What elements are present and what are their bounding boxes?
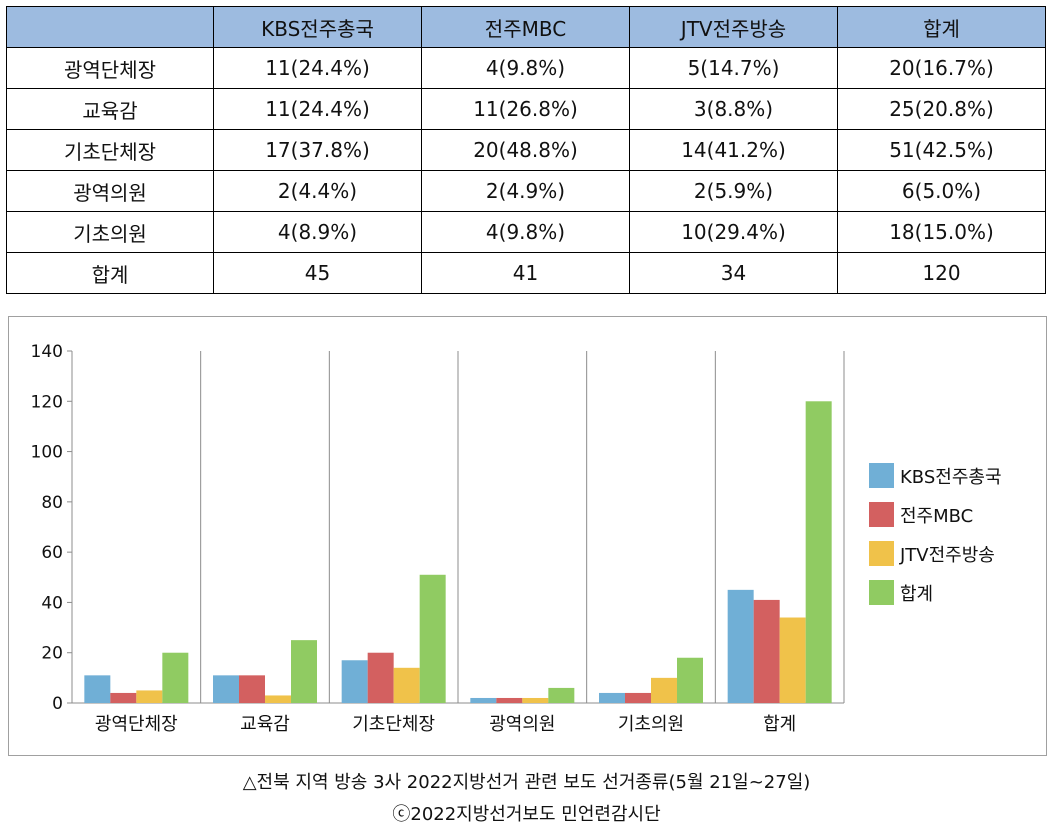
caption-line-1: △전북 지역 방송 3사 2022지방선거 관련 보도 선거종류(5월 21일~… — [242, 772, 811, 793]
table-row: 기초단체장 17(37.8%) 20(48.8%) 14(41.2%) 51(4… — [6, 129, 1046, 171]
bar — [522, 697, 549, 703]
bar — [496, 697, 523, 703]
legend-label: 전주MBC — [900, 506, 973, 527]
bar — [162, 652, 189, 703]
row-label: 기초단체장 — [6, 129, 214, 171]
bar — [84, 675, 111, 703]
caption-line-2: ⓒ2022지방선거보도 민언련감시단 — [392, 804, 661, 825]
legend-swatch — [869, 580, 894, 605]
table-cell: 2(5.9%) — [629, 170, 838, 212]
legend-swatch — [869, 541, 894, 566]
y-tick-label: 80 — [41, 493, 63, 513]
bar — [651, 677, 677, 703]
bar — [470, 697, 497, 703]
table-cell: 4(8.9%) — [213, 211, 422, 253]
y-tick-label: 100 — [31, 443, 63, 463]
chart-container: 0 20 40 60 80 100 120 140 광역단체장 교육감 기초단체장 광역의원 기초의원 합… — [8, 316, 1047, 756]
bar — [548, 687, 575, 703]
x-tick-label: 기초의원 — [618, 714, 684, 735]
row-label: 교육감 — [6, 88, 214, 130]
header-cell-empty — [6, 6, 214, 48]
table-header-row: KBS전주총국 전주MBC JTV전주방송 합계 — [6, 6, 1046, 48]
table-cell: 20(16.7%) — [837, 47, 1046, 89]
legend-label: JTV전주방송 — [899, 545, 995, 566]
table-row: 합계 45 41 34 120 — [6, 252, 1046, 294]
table-cell: 18(15.0%) — [837, 211, 1046, 253]
bar — [393, 667, 420, 703]
bar — [779, 617, 806, 703]
bar — [805, 401, 832, 703]
table-cell: 4(9.8%) — [421, 211, 630, 253]
data-table: KBS전주총국 전주MBC JTV전주방송 합계 광역단체장 11(24.4%)… — [6, 6, 1046, 294]
x-tick-label: 교육감 — [240, 714, 290, 735]
table-cell: 51(42.5%) — [837, 129, 1046, 171]
table-cell: 6(5.0%) — [837, 170, 1046, 212]
table-cell: 5(14.7%) — [629, 47, 838, 89]
table-cell: 2(4.4%) — [213, 170, 422, 212]
bar — [625, 692, 651, 703]
x-tick-label: 광역의원 — [489, 714, 555, 735]
table-row: 기초의원 4(8.9%) 4(9.8%) 10(29.4%) 18(15.0%) — [6, 211, 1046, 253]
table-cell: 10(29.4%) — [629, 211, 838, 253]
table-cell: 11(26.8%) — [421, 88, 630, 130]
row-label: 기초의원 — [6, 211, 214, 253]
table-cell: 34 — [629, 252, 838, 294]
legend-swatch — [869, 502, 894, 527]
bar — [677, 657, 703, 703]
table-cell: 25(20.8%) — [837, 88, 1046, 130]
legend-swatch — [869, 463, 894, 488]
table-row: 광역의원 2(4.4%) 2(4.9%) 2(5.9%) 6(5.0%) — [6, 170, 1046, 212]
row-label: 광역의원 — [6, 170, 214, 212]
y-tick-label: 60 — [41, 543, 63, 563]
header-cell-jtv: JTV전주방송 — [629, 6, 838, 48]
row-label: 합계 — [6, 252, 214, 294]
table-cell: 14(41.2%) — [629, 129, 838, 171]
table-cell: 41 — [421, 252, 630, 294]
table-row: 광역단체장 11(24.4%) 4(9.8%) 5(14.7%) 20(16.7… — [6, 47, 1046, 89]
x-tick-label: 기초단체장 — [352, 714, 435, 735]
y-tick-label: 20 — [41, 644, 63, 664]
bar — [265, 695, 291, 703]
header-cell-mbc: 전주MBC — [421, 6, 630, 48]
bar — [727, 589, 754, 703]
legend-label: 합계 — [900, 584, 933, 605]
table-cell: 11(24.4%) — [213, 88, 422, 130]
bar-chart: 0 20 40 60 80 100 120 140 광역단체장 교육감 기초단체장 광역의원 기초의원 합… — [31, 342, 1002, 735]
table-cell: 2(4.9%) — [421, 170, 630, 212]
table-cell: 20(48.8%) — [421, 129, 630, 171]
x-tick-label: 합계 — [763, 714, 796, 735]
bar — [367, 652, 394, 703]
table-cell: 3(8.8%) — [629, 88, 838, 130]
table-cell: 120 — [837, 252, 1046, 294]
bar — [136, 690, 163, 703]
bar — [341, 660, 368, 703]
table-cell: 45 — [213, 252, 422, 294]
row-label: 광역단체장 — [6, 47, 214, 89]
header-cell-total: 합계 — [837, 6, 1046, 48]
x-tick-label: 광역단체장 — [95, 714, 178, 735]
bar — [291, 640, 317, 703]
y-tick-label: 140 — [31, 342, 63, 362]
table-row: 교육감 11(24.4%) 11(26.8%) 3(8.8%) 25(20.8%… — [6, 88, 1046, 130]
table-cell: 4(9.8%) — [421, 47, 630, 89]
table-cell: 17(37.8%) — [213, 129, 422, 171]
table-cell: 11(24.4%) — [213, 47, 422, 89]
header-cell-kbs: KBS전주총국 — [213, 6, 422, 48]
bar — [599, 692, 625, 703]
y-tick-label: 40 — [41, 593, 63, 613]
y-tick-label: 120 — [31, 392, 63, 412]
bar — [239, 675, 265, 703]
legend-label: KBS전주총국 — [900, 467, 1002, 488]
bar — [110, 692, 137, 703]
bar — [213, 675, 239, 703]
bar — [753, 599, 780, 703]
y-tick-label: 0 — [52, 694, 63, 714]
bar — [419, 574, 446, 703]
